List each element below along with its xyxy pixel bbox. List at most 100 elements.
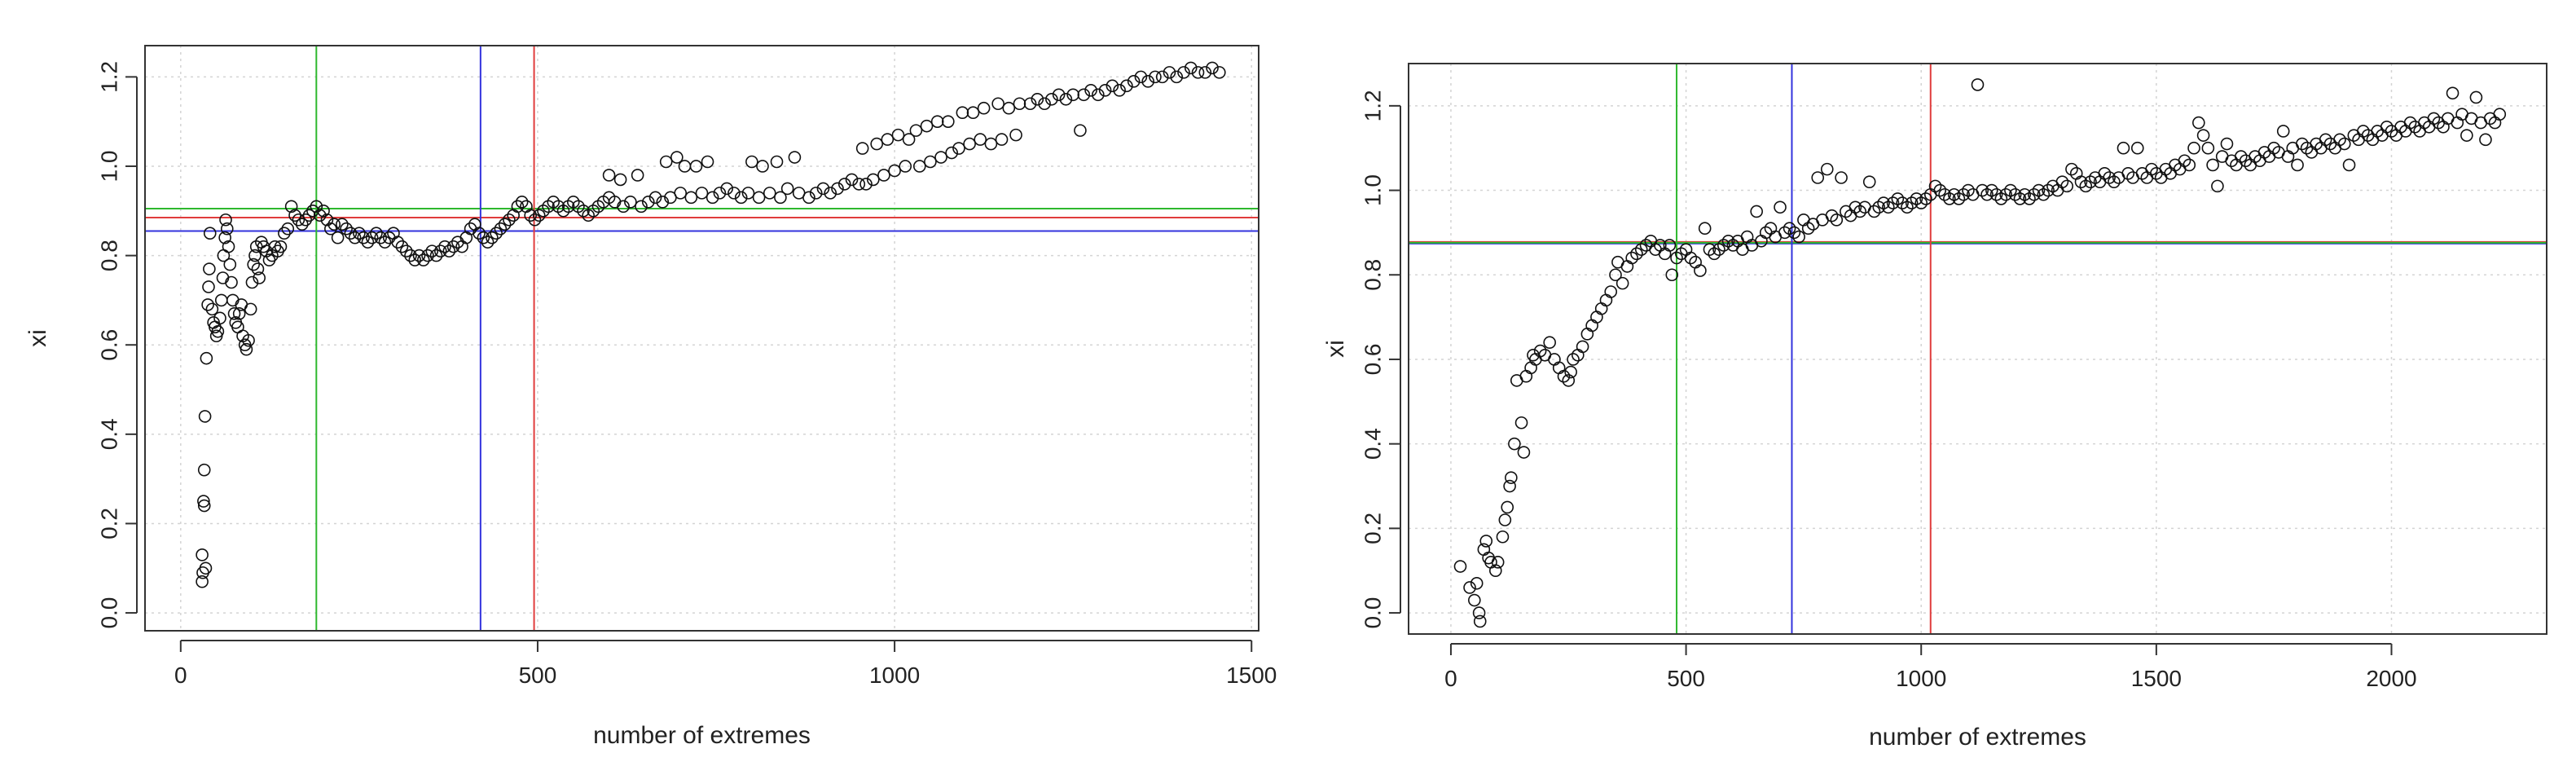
chart1-point-17 bbox=[211, 324, 225, 338]
chart2-point-27 bbox=[1543, 336, 1556, 350]
chart1-plot-frame bbox=[144, 45, 1259, 632]
chart2-point-199 bbox=[2342, 158, 2356, 172]
chart2-point-103 bbox=[1891, 192, 1905, 205]
chart2-point-3 bbox=[1470, 576, 1484, 590]
chart1-point-74 bbox=[357, 231, 370, 244]
chart2-point-224 bbox=[2460, 129, 2473, 142]
chart1-point-186 bbox=[930, 115, 944, 128]
chart1-point-140 bbox=[659, 155, 673, 169]
chart1-point-64 bbox=[317, 204, 330, 218]
chart1-point-10 bbox=[202, 280, 215, 293]
chart1-point-118 bbox=[547, 196, 560, 209]
chart2-point-31 bbox=[1562, 374, 1576, 387]
chart1-point-75 bbox=[361, 236, 375, 249]
chart1-point-135 bbox=[631, 169, 644, 182]
chart1-point-165 bbox=[809, 187, 823, 200]
chart1-point-68 bbox=[331, 231, 345, 244]
chart1-point-146 bbox=[689, 160, 703, 173]
chart1-point-27 bbox=[225, 275, 238, 289]
chart1-point-151 bbox=[720, 182, 733, 196]
chart1-point-61 bbox=[306, 204, 319, 218]
chart1-point-67 bbox=[327, 218, 341, 231]
chart2-point-98 bbox=[1867, 205, 1881, 218]
chart2-point-61 bbox=[1694, 264, 1707, 277]
chart1-x-tick-label-1: 500 bbox=[519, 663, 557, 688]
chart2-point-80 bbox=[1783, 222, 1796, 236]
chart2-point-84 bbox=[1801, 222, 1815, 236]
chart1-point-157 bbox=[756, 160, 769, 173]
chart1-point-215 bbox=[1113, 84, 1126, 97]
chart2-point-16 bbox=[1505, 471, 1518, 484]
chart1-point-86 bbox=[408, 253, 422, 266]
chart2-point-167 bbox=[2192, 116, 2205, 130]
chart2-point-90 bbox=[1830, 214, 1844, 227]
chart1-point-149 bbox=[706, 191, 719, 205]
chart1-point-95 bbox=[446, 240, 460, 253]
chart2-point-105 bbox=[1901, 200, 1914, 214]
chart2-y-tick-label-0: 0.0 bbox=[1360, 597, 1385, 629]
chart2-point-104 bbox=[1896, 196, 1909, 209]
chart1-y-axis-title: xi bbox=[24, 329, 51, 347]
chart2-point-133 bbox=[2032, 183, 2046, 197]
chart2-point-154 bbox=[2130, 141, 2144, 155]
chart1-point-23 bbox=[219, 213, 232, 227]
chart1-point-114 bbox=[528, 213, 542, 227]
chart1-point-160 bbox=[774, 191, 787, 205]
chart2-point-226 bbox=[2469, 90, 2483, 104]
chart2-x-tick-label-0: 0 bbox=[1444, 666, 1457, 691]
chart1-point-139 bbox=[656, 196, 670, 209]
chart1-point-115 bbox=[532, 209, 546, 222]
chart2-point-47 bbox=[1630, 247, 1643, 261]
chart1-point-176 bbox=[877, 169, 890, 182]
chart1-point-26 bbox=[223, 258, 237, 271]
chart1-point-208 bbox=[1066, 88, 1079, 102]
chart1-point-76 bbox=[365, 231, 379, 244]
chart2-point-55 bbox=[1665, 268, 1679, 282]
chart2-point-147 bbox=[2098, 167, 2112, 180]
chart1-x-tick-label-0: 0 bbox=[174, 663, 187, 688]
chart1-point-229 bbox=[1213, 66, 1226, 79]
chart1-point-209 bbox=[1074, 124, 1087, 137]
chart1-point-187 bbox=[934, 151, 947, 164]
chart1-point-20 bbox=[216, 271, 230, 284]
chart1-point-172 bbox=[855, 142, 869, 155]
chart1-point-178 bbox=[888, 164, 901, 178]
chart2-point-108 bbox=[1914, 196, 1928, 209]
chart1-point-204 bbox=[1038, 97, 1051, 111]
chart1-point-104 bbox=[486, 231, 499, 244]
chart2-x-axis-title: number of extremes bbox=[1869, 724, 2086, 751]
chart1-point-184 bbox=[920, 119, 934, 133]
chart1-point-216 bbox=[1120, 79, 1133, 93]
chart1-point-24 bbox=[220, 222, 234, 236]
chart2-point-164 bbox=[2178, 154, 2191, 168]
chart2-point-89 bbox=[1825, 209, 1839, 222]
chart2-point-38 bbox=[1590, 310, 1603, 324]
chart2-point-143 bbox=[2079, 179, 2093, 193]
chart1-point-55 bbox=[284, 200, 298, 214]
chart2-point-166 bbox=[2187, 141, 2200, 155]
chart2-point-19 bbox=[1514, 416, 1528, 429]
chart1-point-159 bbox=[770, 155, 784, 169]
chart1-point-25 bbox=[222, 240, 235, 253]
chart1-point-31 bbox=[231, 320, 244, 334]
chart1-point-147 bbox=[695, 187, 709, 200]
chart2-point-73 bbox=[1750, 205, 1763, 218]
chart1-point-203 bbox=[1031, 92, 1044, 106]
chart1-point-12 bbox=[203, 227, 217, 240]
chart2-point-118 bbox=[1962, 183, 1975, 197]
chart1-point-136 bbox=[635, 200, 648, 214]
chart2-point-198 bbox=[2337, 137, 2351, 151]
chart2-point-176 bbox=[2234, 150, 2248, 163]
chart2-point-54 bbox=[1663, 239, 1677, 252]
chart2-point-74 bbox=[1755, 234, 1768, 248]
chart2-point-14 bbox=[1501, 500, 1514, 514]
chart1-point-199 bbox=[1002, 101, 1016, 115]
chart1-point-57 bbox=[292, 213, 306, 227]
chart2-point-86 bbox=[1811, 171, 1825, 184]
chart1-point-85 bbox=[404, 249, 417, 262]
chart2-point-114 bbox=[1943, 192, 1956, 205]
chart1-point-130 bbox=[602, 169, 616, 182]
chart2-point-1 bbox=[1463, 581, 1476, 594]
chart1-point-6 bbox=[198, 410, 212, 423]
chart1-point-52 bbox=[274, 240, 288, 253]
